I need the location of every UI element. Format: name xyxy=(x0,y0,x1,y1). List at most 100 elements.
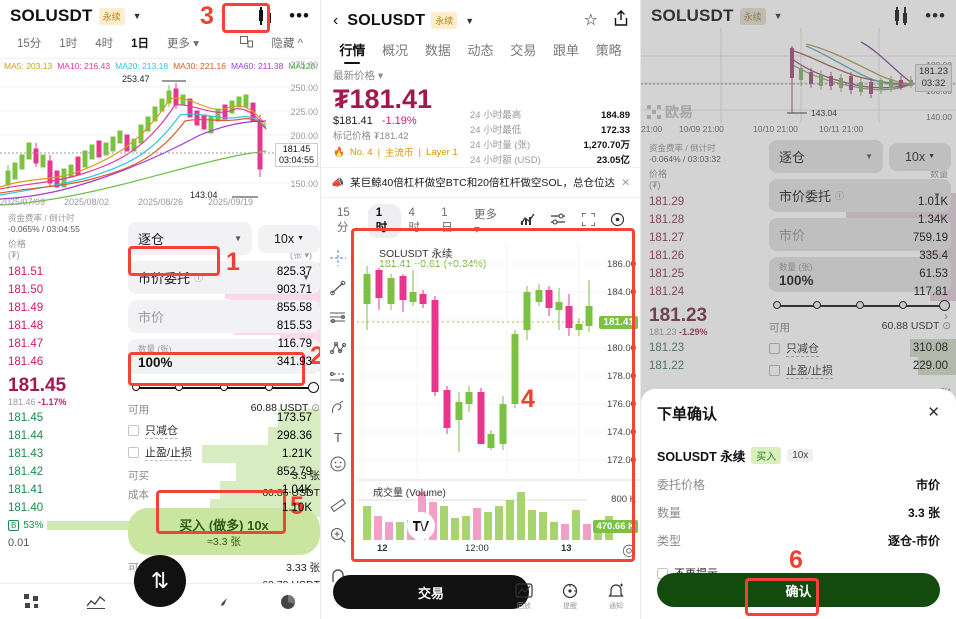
orderbook-row[interactable]: 181.42 852.79 xyxy=(0,463,320,481)
tf-4h[interactable]: 4时 xyxy=(95,38,114,50)
zoom-in-icon[interactable] xyxy=(330,527,346,546)
symbol-title[interactable]: SOLUSDT xyxy=(347,11,426,29)
share-icon[interactable] xyxy=(614,10,628,31)
notify-icon[interactable]: 通知 xyxy=(600,583,632,611)
tf-1d[interactable]: 1日 xyxy=(131,38,150,50)
tf-1h[interactable]: 1时 xyxy=(59,38,78,50)
pattern-icon[interactable] xyxy=(330,340,346,359)
reduce-only-checkbox[interactable]: 只减仓 xyxy=(769,340,951,357)
tab-quotes[interactable]: 行情 xyxy=(331,40,374,64)
orderbook-row[interactable]: 181.22 229.00 xyxy=(641,357,956,375)
tab-strategy[interactable]: 策略 xyxy=(595,43,622,58)
checkbox-icon[interactable] xyxy=(769,365,780,376)
orderbook-row[interactable]: 181.45 173.57 xyxy=(0,409,320,427)
mid-kline-chart[interactable]: SOLUSDT 永续 181.41 +0.61 (+0.34%) xyxy=(357,244,640,559)
orderbook-row[interactable]: 181.44 298.36 xyxy=(0,427,320,445)
news-banner[interactable]: 📣 某巨鲸40倍杠杆做空BTC和20倍杠杆做空SOL，总仓位达4… ✕ xyxy=(321,167,640,198)
checkbox-icon[interactable] xyxy=(128,447,139,458)
asks-list: 181.29 1.01K 181.28 1.34K 181.27 759.19 181… xyxy=(641,193,956,301)
leverage-select[interactable]: 10x ▼ xyxy=(889,142,951,171)
price-input[interactable]: 市价 xyxy=(769,218,951,251)
tab-compass-icon[interactable] xyxy=(192,594,256,610)
quantity-input[interactable]: 数量 (张) 100% xyxy=(769,257,951,292)
indicator-icon[interactable] xyxy=(512,210,543,232)
orderbook-row[interactable]: 181.26 335.4 xyxy=(641,247,956,265)
tf-1d[interactable]: 1日 xyxy=(441,207,453,234)
margin-mode-select[interactable]: 逐仓 ▼ xyxy=(128,222,252,255)
quantity-slider[interactable] xyxy=(771,298,950,314)
tab-copytrade[interactable]: 跟单 xyxy=(552,43,579,58)
info-icon[interactable]: ⓘ xyxy=(835,191,845,201)
tab-trade[interactable]: 交易 xyxy=(510,43,537,58)
more-options-icon[interactable]: ••• xyxy=(289,6,310,25)
brush-icon[interactable] xyxy=(330,400,346,419)
stat-key: 24 小时额 (USD) xyxy=(470,155,541,166)
tf-15m[interactable]: 15分 xyxy=(337,207,350,234)
order-type-select[interactable]: 市价委托 ⓘ ▼ xyxy=(769,179,951,212)
orderbook-row[interactable]: 181.43 1.21K xyxy=(0,445,320,463)
chevron-down-icon[interactable]: ▼ xyxy=(773,11,783,21)
symbol-title[interactable]: SOLUSDT xyxy=(10,6,93,25)
confirm-button[interactable]: 确认 xyxy=(657,573,940,607)
magnet-icon[interactable] xyxy=(330,568,346,587)
chart-target-icon[interactable]: ◎ xyxy=(622,542,636,559)
fullscreen-icon[interactable] xyxy=(574,210,603,232)
tf-more[interactable]: 更多 ▾ xyxy=(474,209,498,236)
mid-price-block[interactable]: 181.23 › 181.23 -1.29% xyxy=(641,301,956,339)
tf-4h[interactable]: 4时 xyxy=(408,207,421,234)
tpsl-checkbox[interactable]: 止盈/止损 xyxy=(128,444,320,461)
last-price-label[interactable]: 最新价格 ▾ xyxy=(333,70,384,82)
tab-assets-icon[interactable] xyxy=(256,594,320,610)
trend-line-icon[interactable] xyxy=(330,280,346,299)
crosshair-icon[interactable] xyxy=(330,250,346,269)
tab-news[interactable]: 动态 xyxy=(467,43,494,58)
trade-button[interactable]: 交易 xyxy=(333,575,529,609)
left-kline-chart[interactable]: MA5: 203.13 MA10: 216.43 MA20: 213.18 MA30:… xyxy=(0,58,320,208)
leverage-select[interactable]: 10x ▼ xyxy=(258,224,320,253)
projection-icon[interactable] xyxy=(330,370,346,389)
back-icon[interactable]: ‹ xyxy=(333,11,339,29)
text-tool-icon[interactable]: T xyxy=(334,430,342,445)
replay-icon[interactable]: 回放 xyxy=(508,583,540,611)
tpsl-checkbox[interactable]: 止盈/止损 xyxy=(769,362,951,379)
price-input[interactable]: 市价 xyxy=(128,300,320,333)
measure-ruler-icon[interactable] xyxy=(330,497,347,516)
close-icon[interactable]: ✕ xyxy=(621,176,630,189)
alert-icon[interactable]: 提醒 xyxy=(554,583,586,611)
symbol-title[interactable]: SOLUSDT xyxy=(651,6,734,25)
candlestick-icon[interactable] xyxy=(255,7,275,25)
tab-chart-icon[interactable] xyxy=(64,595,128,609)
checkbox-icon[interactable] xyxy=(769,343,780,354)
tab-overview[interactable]: 概况 xyxy=(382,43,409,58)
fib-lines-icon[interactable] xyxy=(330,310,346,329)
info-icon[interactable]: ⓘ xyxy=(194,273,204,283)
emoji-icon[interactable] xyxy=(330,456,346,475)
margin-mode-select[interactable]: 逐仓 ▼ xyxy=(769,140,883,173)
tf-15m[interactable]: 15分 xyxy=(17,38,42,50)
quantity-input[interactable]: 数量 (张) 100% xyxy=(128,339,320,374)
chevron-right-icon[interactable]: › xyxy=(944,309,948,323)
tf-1h[interactable]: 1时 xyxy=(367,204,401,238)
tab-data[interactable]: 数据 xyxy=(424,43,451,58)
chevron-down-icon[interactable]: ▼ xyxy=(132,11,142,21)
order-type-select[interactable]: 市价委托 ⓘ ▼ xyxy=(128,261,320,294)
quantity-slider[interactable] xyxy=(130,380,319,396)
orderbook-row[interactable]: 181.23 310.08 xyxy=(641,339,956,357)
orderbook-row[interactable]: 181.47 116.79 xyxy=(0,335,320,353)
chart-settings-icon[interactable] xyxy=(603,210,632,232)
checkbox-icon[interactable] xyxy=(128,425,139,436)
settings-sliders-icon[interactable] xyxy=(543,210,574,232)
reduce-only-checkbox[interactable]: 只减仓 xyxy=(128,422,320,439)
chevron-down-icon[interactable]: ▼ xyxy=(465,15,475,26)
candlestick-icon[interactable] xyxy=(891,7,911,25)
tab-markets-icon[interactable] xyxy=(0,593,64,610)
layout-icon[interactable] xyxy=(231,33,262,54)
swap-fab-button[interactable]: ⇅ xyxy=(134,555,186,607)
tf-more[interactable]: 更多 ▾ xyxy=(167,38,199,50)
more-options-icon[interactable]: ••• xyxy=(925,6,946,25)
favorite-star-icon[interactable]: ☆ xyxy=(583,12,598,29)
hide-toggle[interactable]: 隐藏 ^ xyxy=(271,38,303,50)
right-mini-chart[interactable]: 欧易 180.00 160.00 140.00 143.04 181.23 03… xyxy=(641,28,956,138)
close-icon[interactable]: ✕ xyxy=(927,404,940,421)
col-qty-unit[interactable]: (张 ▾) xyxy=(289,250,312,260)
